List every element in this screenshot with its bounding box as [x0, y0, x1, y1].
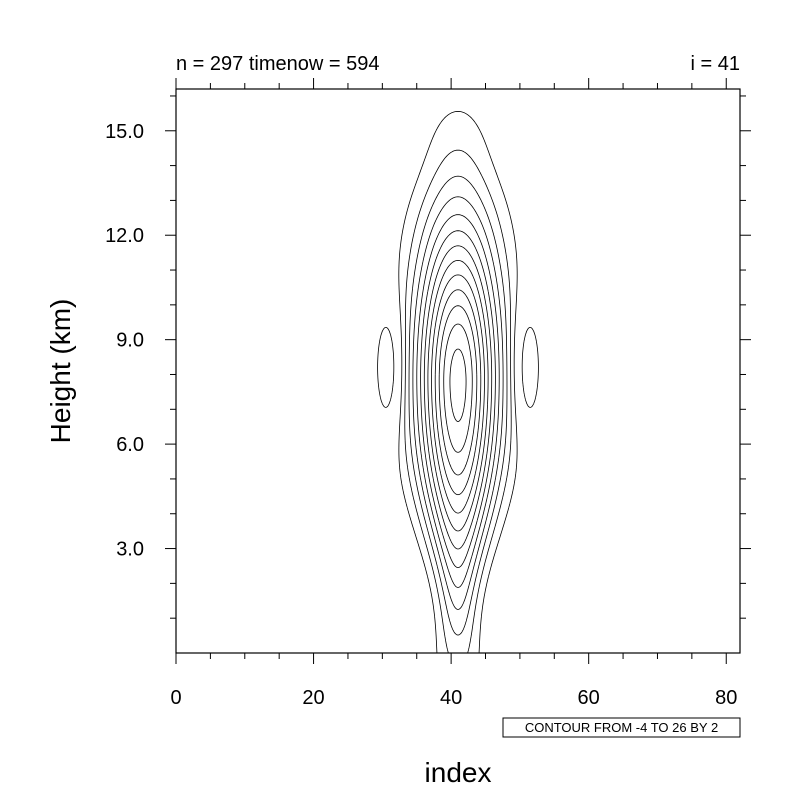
- title-right: i = 41: [691, 53, 740, 75]
- positive-contour-line: [449, 348, 467, 422]
- plot-frame: [175, 88, 741, 654]
- positive-contour-line: [438, 305, 478, 476]
- axis-ticks: 0 20 40 60 80 3.0 6.0 9.0 12.0 15.0: [105, 78, 751, 709]
- positive-contour-line: [404, 149, 512, 654]
- y-tick-label: 3.0: [116, 539, 144, 561]
- positive-contour-line: [412, 196, 504, 610]
- positive-contour-line: [420, 230, 496, 569]
- positive-contour-line: [431, 274, 485, 514]
- positive-contour-line: [423, 245, 493, 550]
- x-tick-label: 20: [302, 687, 324, 709]
- x-axis-label: index: [425, 757, 492, 788]
- x-tick-label: 40: [440, 687, 462, 709]
- contour-info-label: CONTOUR FROM -4 TO 26 BY 2: [525, 720, 718, 735]
- positive-contour-line: [427, 259, 489, 532]
- negative-contour-line: [377, 327, 539, 408]
- y-tick-label: 12.0: [105, 225, 144, 247]
- positive-contour-line: [398, 110, 518, 654]
- y-axis-label: Height (km): [45, 299, 76, 444]
- y-tick-label: 9.0: [116, 330, 144, 352]
- y-tick-label: 15.0: [105, 121, 144, 143]
- x-tick-label: 60: [578, 687, 600, 709]
- positive-contour-line: [443, 323, 473, 453]
- positive-contour-line: [434, 289, 482, 496]
- contour-lines: [377, 110, 539, 654]
- y-tick-label: 6.0: [116, 434, 144, 456]
- positive-contour-line: [416, 214, 500, 588]
- x-tick-label: 80: [715, 687, 737, 709]
- x-tick-label: 0: [170, 687, 181, 709]
- positive-contour-line: [408, 175, 508, 636]
- title-left: n = 297 timenow = 594: [176, 53, 379, 75]
- contour-info-box: [502, 717, 741, 738]
